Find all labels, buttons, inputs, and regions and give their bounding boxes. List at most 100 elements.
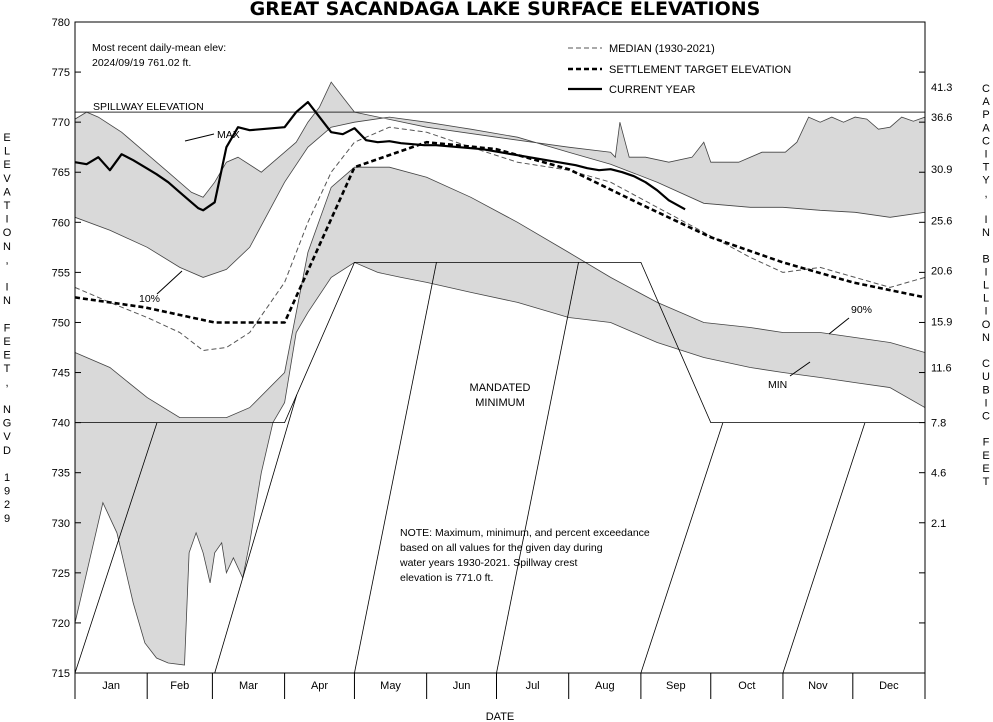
chart-title: GREAT SACANDAGA LAKE SURFACE ELEVATIONS [250, 0, 761, 20]
y2-tick-label: 36.6 [931, 112, 952, 124]
axis-label-char: E [3, 159, 10, 171]
y-tick-label: 745 [52, 368, 70, 380]
y-tick-label: 725 [52, 568, 70, 580]
max-leader [184, 133, 215, 142]
axis-label-char: C [982, 83, 990, 95]
x-axis-label: DATE [486, 711, 515, 722]
axis-label-char: P [982, 109, 989, 121]
axis-label-char: E [982, 463, 989, 475]
mandated-minimum-line [75, 261, 925, 424]
mandated-minimum-line-1: MANDATED [470, 382, 531, 394]
axes: 715 720 725 730 735 740 745 750 755 760 765 770 775 7… [52, 17, 952, 699]
y2-tick-label: 15.9 [931, 316, 952, 328]
footnote-line-3: water years 1930-2021. Spillway crest [399, 557, 578, 569]
median-line [74, 126, 926, 351]
legend-target-label: SETTLEMENT TARGET ELEVATION [609, 64, 791, 76]
axis-label-char: L [983, 280, 989, 292]
y-tick-label: 730 [52, 518, 70, 530]
axis-label-char: , [5, 377, 8, 389]
hatch-line [640, 422, 724, 674]
hatch-line [782, 422, 866, 674]
p90-label: 90% [851, 304, 872, 316]
axis-label-char: I [5, 214, 8, 226]
y-tick-label: 765 [52, 167, 70, 179]
y-tick-label: 750 [52, 317, 70, 329]
spillway-label: SPILLWAY ELEVATION [93, 101, 204, 113]
axis-label-char: F [983, 437, 990, 449]
y-tick-label: 735 [52, 468, 70, 480]
x-tick-label: Apr [311, 680, 328, 692]
footnote-line-2: based on all values for the given day du… [400, 542, 603, 554]
footnote-line-1: NOTE: Maximum, minimum, and percent exce… [400, 527, 650, 539]
y-tick-label: 775 [52, 67, 70, 79]
axis-label-char: B [982, 253, 989, 265]
axis-label-char: L [4, 146, 10, 158]
hatch-line [496, 262, 579, 674]
axis-label-char: G [3, 418, 12, 430]
axis-label-char: E [982, 450, 989, 462]
y-tick-label: 770 [52, 117, 70, 129]
axis-label-char: , [984, 188, 987, 200]
axis-label-char: C [982, 135, 990, 147]
axis-label-char: 2 [4, 499, 10, 511]
x-tick-label: Jul [526, 680, 540, 692]
axis-label-char: N [982, 332, 990, 344]
axis-label-char: N [3, 404, 11, 416]
y2-tick-label: 2.1 [931, 518, 946, 530]
x-tick-label: Nov [808, 680, 828, 692]
hatch-line [354, 262, 437, 674]
axis-label-char: O [982, 319, 991, 331]
x-tick-label: May [380, 680, 401, 692]
axis-label-char: V [3, 431, 11, 443]
x-tick-label: Aug [595, 680, 615, 692]
axis-label-char: V [3, 173, 11, 185]
axis-label-char: U [982, 371, 990, 383]
axis-label-char: I [984, 306, 987, 318]
axis-label-char: E [3, 336, 10, 348]
axis-label-char: O [3, 227, 12, 239]
axis-label-char: E [3, 350, 10, 362]
axis-label-char: T [4, 200, 11, 212]
p10-label: 10% [139, 293, 160, 305]
axis-label-char: A [3, 186, 11, 198]
y2-tick-label: 41.3 [931, 82, 952, 94]
axis-label-char: I [984, 214, 987, 226]
y-tick-label: 715 [52, 668, 70, 680]
y-tick-label: 780 [52, 17, 70, 29]
axis-label-char: I [984, 397, 987, 409]
legend: MEDIAN (1930-2021) SETTLEMENT TARGET ELE… [568, 43, 791, 96]
axis-label-char: F [4, 322, 11, 334]
axis-label-char: I [984, 266, 987, 278]
y-tick-label: 755 [52, 267, 70, 279]
y-tick-label: 760 [52, 217, 70, 229]
axis-label-char: T [983, 162, 990, 174]
y-tick-label: 720 [52, 618, 70, 630]
x-tick-label: Jan [102, 680, 120, 692]
axis-label-char: I [984, 149, 987, 161]
y2-tick-label: 11.6 [931, 363, 952, 375]
axis-label-char: E [3, 132, 10, 144]
p90-leader [828, 317, 850, 335]
max-label: MAX [217, 129, 240, 141]
x-tick-label: Mar [239, 680, 258, 692]
legend-current-label: CURRENT YEAR [609, 84, 695, 96]
min-leader [789, 361, 811, 377]
axis-label-char: I [5, 282, 8, 294]
legend-median-label: MEDIAN (1930-2021) [609, 43, 715, 55]
axis-label-char: , [5, 254, 8, 266]
x-tick-label: Feb [170, 680, 189, 692]
mandated-minimum-area [74, 261, 925, 674]
band-upper [74, 81, 926, 278]
y2-tick-label: 4.6 [931, 468, 946, 480]
axis-label-char: N [3, 241, 11, 253]
target-line [74, 140, 926, 324]
p10-leader [156, 270, 183, 295]
x-tick-label: Jun [453, 680, 471, 692]
axis-label-char: N [982, 227, 990, 239]
footnote-line-4: elevation is 771.0 ft. [400, 572, 493, 584]
axis-label-char: A [982, 96, 990, 108]
band-labels: MAX 10% 90% MIN [139, 129, 872, 391]
axis-label-char: 9 [4, 486, 10, 498]
axis-label-char: T [4, 363, 11, 375]
